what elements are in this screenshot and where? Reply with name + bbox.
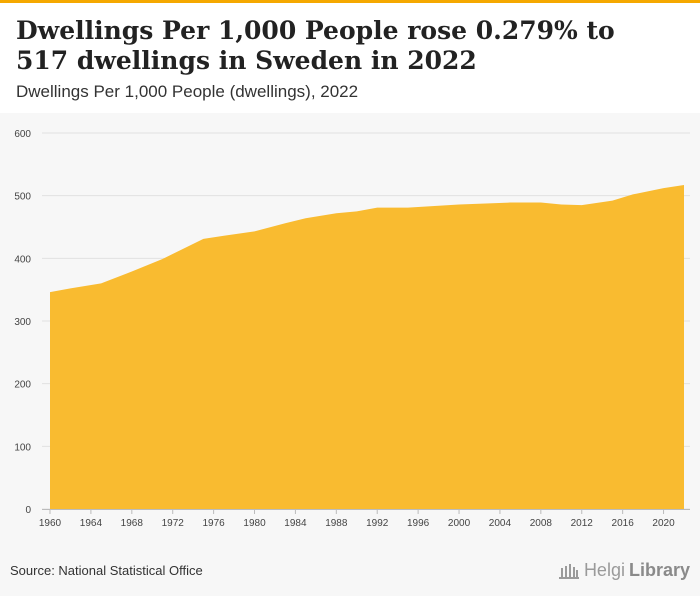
area-chart: 0 100 200 300 400 500 600 1960 1964 1968 1972 1976…	[14, 129, 690, 529]
x-tick-label: 2000	[448, 518, 471, 529]
library-building-icon	[558, 563, 579, 579]
y-tick-label: 600	[14, 129, 31, 140]
x-tick-label: 1964	[80, 518, 103, 529]
y-axis-ticks: 0 100 200 300 400 500 600	[14, 129, 31, 516]
brand-name-part-a: Helgi	[583, 560, 625, 580]
x-tick-label: 2016	[612, 518, 635, 529]
x-tick-label: 1992	[366, 518, 389, 529]
area-series	[50, 185, 684, 509]
x-tick-label: 1972	[162, 518, 185, 529]
x-tick-label: 1984	[284, 518, 307, 529]
y-tick-label: 400	[14, 254, 31, 265]
y-tick-label: 100	[14, 442, 31, 453]
x-tick-label: 2004	[489, 518, 512, 529]
top-accent-bar	[0, 0, 700, 3]
x-tick-label: 1960	[39, 518, 62, 529]
chart-area: 0 100 200 300 400 500 600 1960 1964 1968 1972 1976…	[0, 113, 700, 543]
x-tick-label: 1968	[121, 518, 144, 529]
x-tick-label: 1996	[407, 518, 430, 529]
x-tick-label: 1976	[202, 518, 225, 529]
x-tick-label: 2020	[652, 518, 675, 529]
x-tick-label: 2008	[530, 518, 553, 529]
chart-header: Dwellings Per 1,000 People rose 0.279% t…	[0, 3, 700, 113]
chart-title: Dwellings Per 1,000 People rose 0.279% t…	[16, 16, 615, 75]
source-note: Source: National Statistical Office	[10, 563, 203, 578]
x-tick-label: 1980	[243, 518, 266, 529]
x-axis-ticks: 1960 1964 1968 1972 1976 1980 1984 1988 1992 1996…	[39, 509, 690, 529]
chart-subtitle: Dwellings Per 1,000 People (dwellings), …	[16, 82, 359, 101]
area-series-fill	[50, 185, 684, 509]
y-tick-label: 500	[14, 192, 31, 203]
brand-logo[interactable]: Helgi Library	[558, 560, 690, 581]
x-tick-label: 2012	[571, 518, 594, 529]
brand-name-part-b: Library	[628, 560, 690, 580]
chart-footer: Source: National Statistical Office Helg…	[0, 543, 700, 596]
y-tick-label: 300	[14, 317, 31, 328]
x-tick-label: 1988	[325, 518, 348, 529]
y-tick-label: 0	[25, 505, 31, 516]
y-tick-label: 200	[14, 380, 31, 391]
